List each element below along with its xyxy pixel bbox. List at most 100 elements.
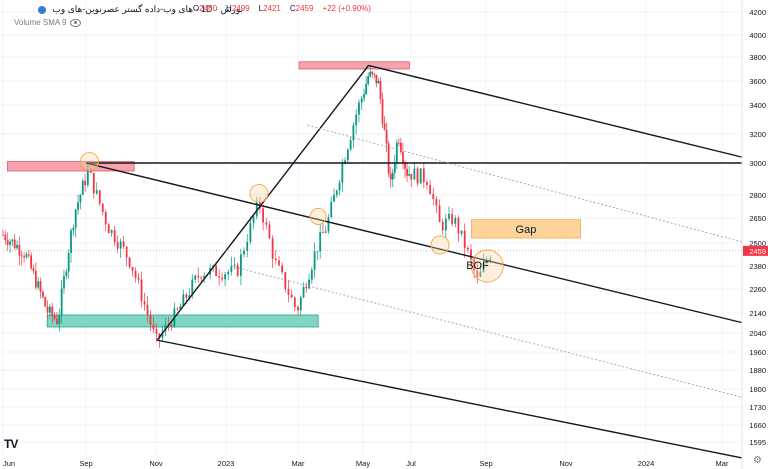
candle-body xyxy=(457,217,460,234)
candle-body xyxy=(218,276,221,278)
price-tick-label: 1800 xyxy=(749,385,766,394)
candle-body xyxy=(284,272,287,289)
circle-jul xyxy=(430,235,450,255)
candle-body xyxy=(23,256,26,258)
gap-zone xyxy=(471,219,581,239)
candle-body xyxy=(246,241,249,251)
channel-mid xyxy=(85,162,743,324)
candle-body xyxy=(365,83,368,95)
candle-body xyxy=(341,163,344,183)
candle-body xyxy=(65,271,68,276)
candle-body xyxy=(432,194,435,199)
price-tick-label: 2800 xyxy=(749,191,766,200)
candle-body xyxy=(84,180,86,186)
candle-body xyxy=(81,180,84,195)
candle-body xyxy=(470,249,472,260)
candle-body xyxy=(271,238,274,259)
candle-body xyxy=(379,81,382,100)
candle-body xyxy=(476,270,479,277)
candle-body xyxy=(274,258,277,261)
price-tick-label: 3600 xyxy=(749,77,766,86)
candle-body xyxy=(319,231,322,252)
candle-body xyxy=(402,152,404,163)
candle-body xyxy=(95,190,98,194)
channel-lower xyxy=(157,339,743,459)
symbol-title[interactable]: بورس · 1D · های وب-داده گستر عصرنوین-های… xyxy=(52,4,243,14)
gear-icon[interactable]: ⚙ xyxy=(753,455,762,466)
candle-body xyxy=(221,277,223,280)
candle-body xyxy=(473,259,476,271)
symbol-header[interactable]: بورس · 1D · های وب-داده گستر عصرنوین-های… xyxy=(38,4,243,15)
price-tick-label: 1880 xyxy=(749,366,766,375)
candle-body xyxy=(92,172,95,194)
candle-body xyxy=(448,213,450,219)
candle-body xyxy=(391,172,394,180)
time-tick-label: Nov xyxy=(149,459,163,468)
candle-body xyxy=(252,216,255,223)
candle-body xyxy=(74,209,77,228)
candle-body xyxy=(435,198,438,206)
candle-body xyxy=(287,288,290,295)
candle-body xyxy=(11,239,14,242)
candle-body xyxy=(176,308,179,310)
price-tick-label: 2040 xyxy=(749,329,766,338)
candle-body xyxy=(101,203,104,212)
candle-body xyxy=(227,271,230,275)
candle-body xyxy=(20,255,23,257)
trend-lines[interactable] xyxy=(3,64,743,459)
candle-body xyxy=(203,275,206,279)
candle-body xyxy=(355,114,358,126)
rise-line xyxy=(156,64,370,341)
candle-body xyxy=(460,230,463,234)
price-tick-label: 1730 xyxy=(749,403,766,412)
price-tick-label: 1660 xyxy=(749,421,766,430)
candle-body xyxy=(335,190,338,195)
candle-body xyxy=(426,182,428,185)
candle-body xyxy=(338,182,341,191)
candle-body xyxy=(191,279,194,296)
candle-body xyxy=(230,265,233,272)
candle-body xyxy=(346,149,349,161)
candle-body xyxy=(51,306,54,316)
candle-body xyxy=(188,295,191,298)
grid xyxy=(0,0,742,456)
candle-body xyxy=(134,270,137,278)
candle-body xyxy=(58,315,61,324)
candle-body xyxy=(410,174,413,180)
candle-body xyxy=(429,184,432,195)
candle-body xyxy=(463,230,466,248)
volume-indicator-label[interactable]: Volume SMA 9 xyxy=(14,18,82,27)
candle-body xyxy=(16,244,18,249)
candle-body xyxy=(161,331,164,338)
ohlc-l: L2421 xyxy=(258,4,281,13)
candle-body xyxy=(6,240,9,245)
time-tick-label: Sep xyxy=(79,459,92,468)
candle-body xyxy=(290,294,293,298)
candle-body xyxy=(393,162,396,173)
candle-body xyxy=(302,286,305,298)
candle-body xyxy=(400,142,402,153)
candle-body xyxy=(98,190,101,204)
candles xyxy=(2,65,492,348)
tradingview-logo-icon[interactable]: TV xyxy=(4,437,18,451)
bof-label: BOF xyxy=(466,260,489,272)
candle-body xyxy=(236,264,239,276)
candle-body xyxy=(381,99,384,124)
candle-body xyxy=(422,168,425,183)
price-tick-label: 3800 xyxy=(749,53,766,62)
candle-body xyxy=(116,242,119,249)
price-tick-label: 1960 xyxy=(749,348,766,357)
candle-body xyxy=(330,201,333,218)
candle-body xyxy=(482,262,485,272)
price-tick-label: 2140 xyxy=(749,309,766,318)
candle-body xyxy=(152,324,155,329)
circle-bof xyxy=(470,249,504,283)
candle-body xyxy=(30,255,33,269)
axes: 4200 4000 3800 3600 3400 3200 3000 2800 2650 2500… xyxy=(3,0,768,469)
price-tick-label: 2380 xyxy=(749,262,766,271)
candle-body xyxy=(18,244,21,256)
candle-body xyxy=(143,301,146,305)
candle-body xyxy=(182,294,185,307)
eye-icon[interactable] xyxy=(70,18,82,27)
